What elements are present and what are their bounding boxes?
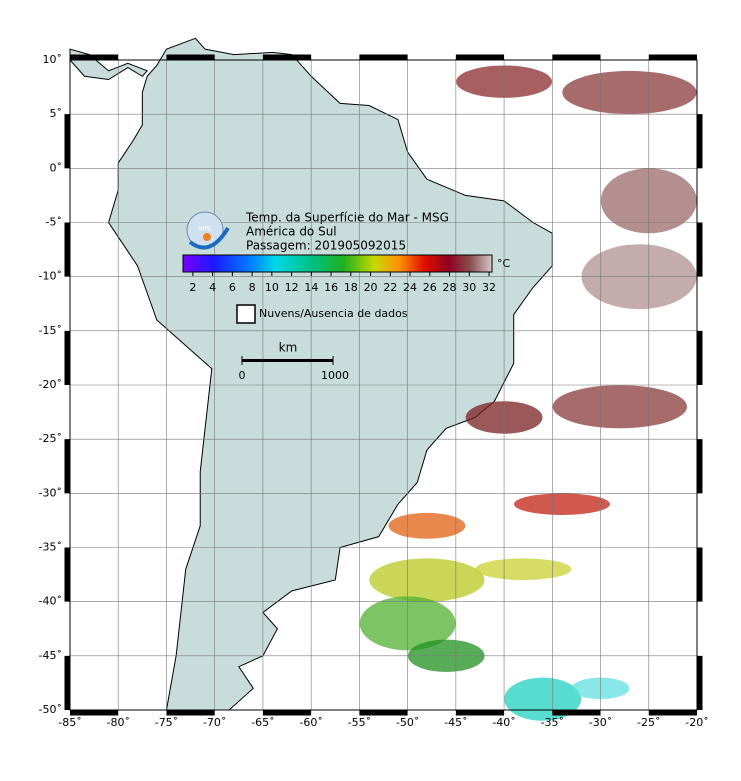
region: América do Sul <box>246 225 337 239</box>
pass: Passagem: 201905092015 <box>246 239 406 253</box>
colorbar-tick-label: 20 <box>364 281 378 294</box>
x-tick-label: -60˚ <box>299 716 322 729</box>
y-tick-label: -45˚ <box>39 649 62 662</box>
colorbar-tick-label: 26 <box>423 281 437 294</box>
x-tick-label: -20˚ <box>685 716 708 729</box>
x-tick-label: -65˚ <box>251 716 274 729</box>
y-tick-label: -50˚ <box>39 703 62 716</box>
y-tick-label: -25˚ <box>39 432 62 445</box>
legend-text: Nuvens/Ausencia de dados <box>259 307 408 320</box>
y-tick-label: 10˚ <box>43 53 63 66</box>
map-frame <box>69 59 698 711</box>
x-tick-label: -50˚ <box>396 716 419 729</box>
y-tick-label: -20˚ <box>39 378 62 391</box>
colorbar-tick-label: 22 <box>383 281 397 294</box>
y-tick-label: -10˚ <box>39 270 62 283</box>
y-tick-label: 5˚ <box>50 107 63 120</box>
x-tick-label: -25˚ <box>637 716 660 729</box>
y-tick-label: -30˚ <box>39 486 62 499</box>
sst-patch <box>369 558 485 602</box>
sst-patch <box>552 385 688 429</box>
colorbar-tick-label: 12 <box>285 281 299 294</box>
colorbar-tick-label: 4 <box>209 281 216 294</box>
colorbar-tick-label: 32 <box>482 281 496 294</box>
colorbar-tick-label: 18 <box>344 281 358 294</box>
colorbar-unit: °C <box>497 257 511 270</box>
x-tick-label: -35˚ <box>541 716 564 729</box>
y-tick-label: -35˚ <box>39 541 62 554</box>
colorbar-tick-label: 8 <box>249 281 256 294</box>
x-tick-label: -75˚ <box>155 716 178 729</box>
colorbar-tick-label: 24 <box>403 281 417 294</box>
scale-unit: km <box>279 341 298 355</box>
x-tick-label: -40˚ <box>492 716 515 729</box>
x-tick-label: -85˚ <box>58 716 81 729</box>
sst-patch <box>388 512 466 539</box>
logo-sun <box>203 233 211 241</box>
colorbar-tick-label: 6 <box>229 281 236 294</box>
map-area: -85˚ -80˚ -75˚ -70˚ -65˚ -60˚ -55˚ -50˚ -45˚ -40˚… <box>39 37 709 729</box>
legend-swatch <box>236 304 256 324</box>
colorbar-tick-label: 14 <box>304 281 318 294</box>
x-tick-label: -55˚ <box>348 716 371 729</box>
scale-label: 1000 <box>321 369 349 382</box>
x-tick-label: -70˚ <box>203 716 226 729</box>
colorbar-tick-label: 28 <box>443 281 457 294</box>
colorbar-tick-label: 10 <box>265 281 279 294</box>
colorbar-tick-label: 30 <box>462 281 476 294</box>
y-tick-label: -40˚ <box>39 595 62 608</box>
title: Temp. da Superfície do Mar - MSG <box>245 211 449 225</box>
y-tick-label: -15˚ <box>39 324 62 337</box>
x-tick-label: -45˚ <box>444 716 467 729</box>
colorbar <box>182 254 493 273</box>
x-tick-label: -80˚ <box>106 716 129 729</box>
colorbar-tick-label: 2 <box>189 281 196 294</box>
x-tick-label: -30˚ <box>589 716 612 729</box>
overlay: INPE Temp. da Superfície do Mar - MSG Am… <box>182 211 511 382</box>
sst-patch <box>475 558 572 580</box>
y-tick-label: -5˚ <box>46 216 62 229</box>
scale-label: 0 <box>239 369 246 382</box>
scale-bar <box>242 359 333 362</box>
logo-arrow <box>188 226 230 250</box>
sst-patch <box>513 493 610 515</box>
logo-text: INPE <box>198 226 212 233</box>
sst-patch <box>562 70 697 115</box>
y-tick-label: 0˚ <box>50 161 63 174</box>
colorbar-tick-label: 16 <box>324 281 338 294</box>
